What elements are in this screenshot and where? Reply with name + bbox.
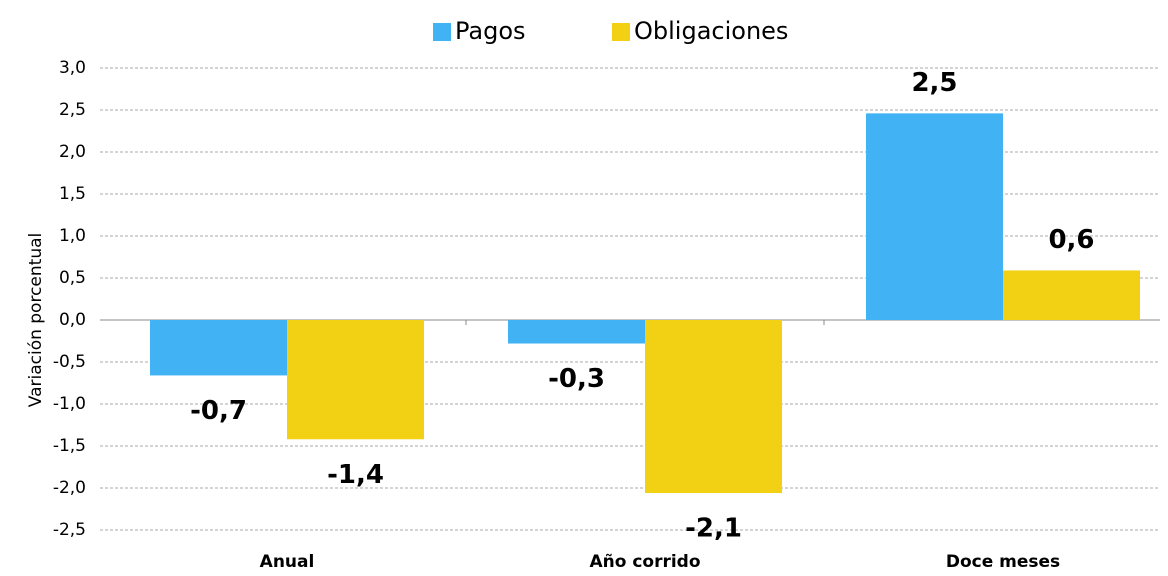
value-label: -0,7 — [190, 396, 247, 426]
value-label: -1,4 — [327, 460, 384, 490]
legend-label: Pagos — [455, 17, 526, 45]
y-tick-label: -2,0 — [53, 478, 86, 498]
y-tick-label: 1,5 — [59, 184, 86, 204]
legend-swatch — [612, 23, 630, 41]
x-tick-label: Doce meses — [946, 552, 1060, 572]
bar — [645, 320, 782, 494]
y-tick-label: 2,5 — [59, 100, 86, 120]
y-axis-label: Variación porcentual — [26, 233, 46, 407]
y-tick-label: 0,5 — [59, 268, 86, 288]
bar — [866, 113, 1003, 320]
value-label: -0,3 — [548, 364, 605, 394]
y-tick-label: 2,0 — [59, 142, 86, 162]
legend-label: Obligaciones — [634, 17, 788, 45]
value-label: 0,6 — [1048, 225, 1094, 255]
y-tick-label: 1,0 — [59, 226, 86, 246]
bar — [287, 320, 424, 440]
x-tick-label: Anual — [260, 552, 315, 572]
y-tick-label: -1,5 — [53, 436, 86, 456]
bar — [1003, 270, 1140, 320]
y-tick-label: -2,5 — [53, 520, 86, 540]
x-tick-label: Año corrido — [589, 552, 700, 572]
value-label: -2,1 — [685, 514, 742, 544]
y-tick-label: 3,0 — [59, 58, 86, 78]
bar — [150, 320, 287, 376]
y-tick-label: 0,0 — [59, 310, 86, 330]
value-label: 2,5 — [911, 68, 957, 98]
y-tick-label: -1,0 — [53, 394, 86, 414]
y-tick-label: -0,5 — [53, 352, 86, 372]
legend-swatch — [433, 23, 451, 41]
bar — [508, 320, 645, 344]
